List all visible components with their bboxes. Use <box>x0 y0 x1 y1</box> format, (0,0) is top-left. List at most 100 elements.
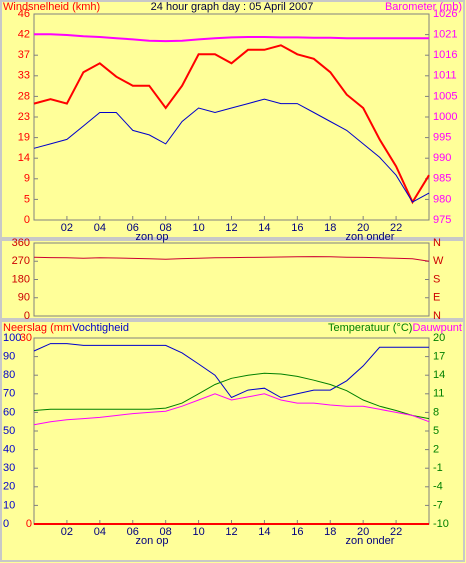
x-tick-label: 06 <box>127 526 139 538</box>
y-tick-label: 20 <box>3 481 15 493</box>
axis-label: Vochtigheid <box>72 322 129 334</box>
annotation: zon onder <box>346 535 395 547</box>
y-tick-label: 80 <box>3 369 15 381</box>
y-tick-label: -4 <box>433 481 443 493</box>
x-tick-label: 18 <box>324 222 336 234</box>
y-tick-label: 0 <box>3 518 9 530</box>
y-tick-label: -10 <box>433 518 449 530</box>
y-tick-label: 975 <box>433 214 451 226</box>
y-tick-label: 1011 <box>433 70 457 82</box>
y-tick-label: -7 <box>433 499 443 511</box>
y-tick-label: N <box>433 310 441 322</box>
chart-title: 24 hour graph day : 05 April 2007 <box>151 1 314 13</box>
x-tick-label: 22 <box>390 526 402 538</box>
x-tick-label: 08 <box>160 526 172 538</box>
x-tick-label: 22 <box>390 222 402 234</box>
axis-label: Temperatuur (°C) <box>328 322 412 334</box>
x-tick-label: 10 <box>192 222 204 234</box>
y-tick-label: 360 <box>12 237 30 249</box>
x-tick-label: 02 <box>61 222 73 234</box>
y-tick-label: S <box>433 273 440 285</box>
y-tick-label: 14 <box>18 152 30 164</box>
section-frame <box>0 239 465 320</box>
y-tick-label: 180 <box>12 273 30 285</box>
x-tick-label: 04 <box>94 526 106 538</box>
y-tick-label: 60 <box>3 406 15 418</box>
axis-label: Dauwpunt <box>412 322 462 334</box>
x-tick-label: 14 <box>258 222 270 234</box>
x-tick-label: 08 <box>160 222 172 234</box>
y-tick-label: 1026 <box>433 8 457 20</box>
y-tick-label: 11 <box>433 388 444 400</box>
y-tick-label: 0 <box>26 518 32 530</box>
y-tick-label: 0 <box>24 214 30 226</box>
y-tick-label: 14 <box>433 369 445 381</box>
y-tick-label: 985 <box>433 173 451 185</box>
series-line <box>33 256 430 262</box>
y-tick-label: 30 <box>3 462 15 474</box>
y-tick-label: 1021 <box>433 29 457 41</box>
axis-label: Neerslag (mm <box>3 322 72 334</box>
axis-label: Windsnelheid (kmh) <box>3 1 100 13</box>
x-tick-label: 10 <box>192 526 204 538</box>
y-tick-label: 46 <box>18 8 30 20</box>
annotation: zon op <box>135 231 168 243</box>
series-line <box>33 343 429 399</box>
y-tick-label: 1016 <box>433 49 457 61</box>
plot-area <box>33 13 430 221</box>
y-tick-label: 50 <box>3 425 15 437</box>
y-tick-label: 0 <box>24 310 30 322</box>
y-tick-label: 40 <box>3 444 15 456</box>
annotation: zon op <box>135 535 168 547</box>
y-tick-label: -1 <box>433 462 443 474</box>
y-tick-label: 90 <box>3 351 15 363</box>
plot-area <box>33 242 430 317</box>
series-line <box>33 98 430 203</box>
y-tick-label: 100 <box>3 332 21 344</box>
y-tick-label: 30 <box>20 332 32 344</box>
plot-area <box>33 337 430 525</box>
y-tick-label: 19 <box>18 132 30 144</box>
y-tick-label: 2 <box>433 444 439 456</box>
y-tick-label: 8 <box>433 406 439 418</box>
x-tick-label: 12 <box>225 526 237 538</box>
x-tick-label: 16 <box>291 526 303 538</box>
y-tick-label: 23 <box>18 111 30 123</box>
y-tick-label: 1005 <box>433 90 457 102</box>
series-line <box>33 372 430 420</box>
axis-label: Barometer (mb) <box>385 1 462 13</box>
x-tick-label: 20 <box>357 222 369 234</box>
y-tick-label: 17 <box>433 351 445 363</box>
x-tick-label: 12 <box>225 222 237 234</box>
x-tick-label: 16 <box>291 222 303 234</box>
y-tick-label: 20 <box>433 332 445 344</box>
y-tick-label: 90 <box>18 292 30 304</box>
y-tick-label: 995 <box>433 132 451 144</box>
series-line <box>33 44 430 205</box>
y-tick-label: 990 <box>433 152 451 164</box>
y-tick-label: 10 <box>3 499 15 511</box>
y-tick-label: 9 <box>24 173 30 185</box>
y-tick-label: 270 <box>12 255 30 267</box>
section-frame <box>0 0 465 239</box>
y-tick-label: 28 <box>18 90 30 102</box>
y-tick-label: 1000 <box>433 111 457 123</box>
y-tick-label: 5 <box>433 425 439 437</box>
x-tick-label: 04 <box>94 222 106 234</box>
section-frame <box>0 320 465 562</box>
y-tick-label: 980 <box>433 193 451 205</box>
y-tick-label: 37 <box>18 49 30 61</box>
annotation: zon onder <box>346 231 395 243</box>
x-tick-label: 02 <box>61 526 73 538</box>
y-tick-label: 5 <box>24 193 30 205</box>
y-tick-label: W <box>433 255 444 267</box>
y-tick-label: E <box>433 292 440 304</box>
series-line <box>33 393 430 426</box>
y-tick-label: 33 <box>18 70 30 82</box>
x-tick-label: 14 <box>258 526 270 538</box>
series-line <box>34 33 429 43</box>
y-tick-label: N <box>433 237 441 249</box>
x-tick-label: 20 <box>357 526 369 538</box>
y-tick-label: 42 <box>18 29 30 41</box>
